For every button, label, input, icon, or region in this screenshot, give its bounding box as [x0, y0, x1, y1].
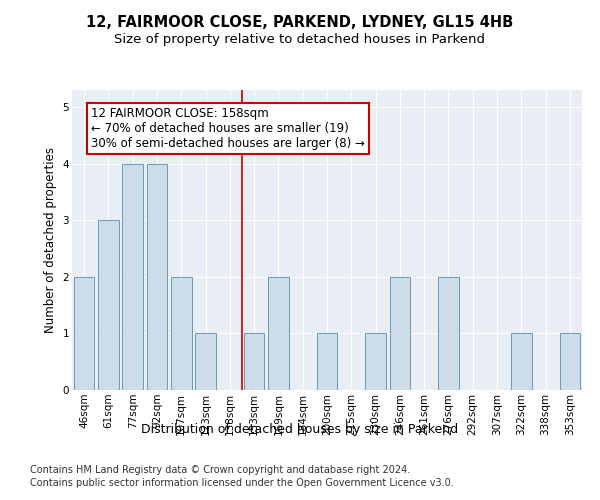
Bar: [365, 334, 386, 390]
Bar: [122, 164, 143, 390]
Bar: [438, 277, 459, 390]
Bar: [317, 334, 337, 390]
Bar: [244, 334, 265, 390]
Bar: [98, 220, 119, 390]
Bar: [146, 164, 167, 390]
Text: 12 FAIRMOOR CLOSE: 158sqm
← 70% of detached houses are smaller (19)
30% of semi-: 12 FAIRMOOR CLOSE: 158sqm ← 70% of detac…: [91, 107, 365, 150]
Text: Contains public sector information licensed under the Open Government Licence v3: Contains public sector information licen…: [30, 478, 454, 488]
Text: 12, FAIRMOOR CLOSE, PARKEND, LYDNEY, GL15 4HB: 12, FAIRMOOR CLOSE, PARKEND, LYDNEY, GL1…: [86, 15, 514, 30]
Text: Size of property relative to detached houses in Parkend: Size of property relative to detached ho…: [115, 32, 485, 46]
Text: Contains HM Land Registry data © Crown copyright and database right 2024.: Contains HM Land Registry data © Crown c…: [30, 465, 410, 475]
Text: Distribution of detached houses by size in Parkend: Distribution of detached houses by size …: [142, 422, 458, 436]
Bar: [171, 277, 191, 390]
Bar: [560, 334, 580, 390]
Bar: [195, 334, 216, 390]
Bar: [74, 277, 94, 390]
Bar: [268, 277, 289, 390]
Bar: [389, 277, 410, 390]
Bar: [511, 334, 532, 390]
Y-axis label: Number of detached properties: Number of detached properties: [44, 147, 57, 333]
